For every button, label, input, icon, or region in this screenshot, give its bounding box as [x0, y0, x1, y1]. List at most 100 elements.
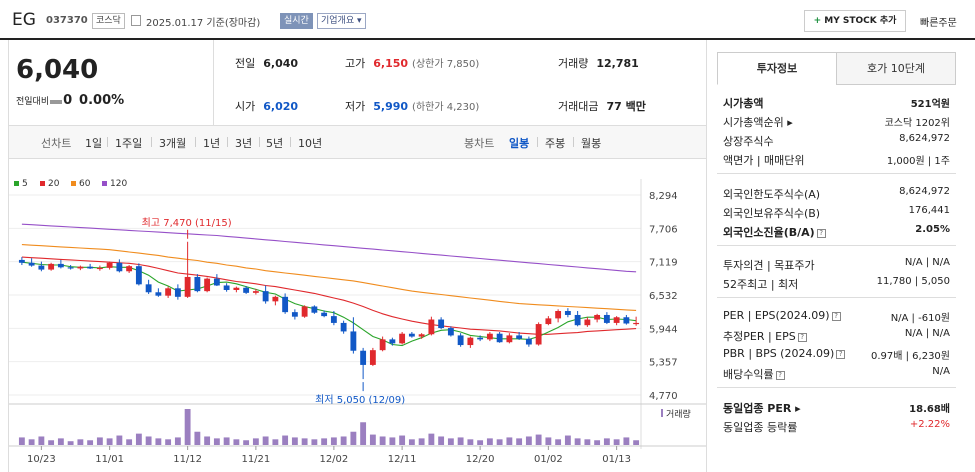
help-icon[interactable]: ?	[816, 229, 826, 238]
info-value: 521억원	[910, 99, 950, 110]
volume-bar	[311, 439, 318, 445]
help-icon[interactable]: ?	[831, 312, 841, 321]
company-info-dropdown[interactable]: 기업개요 ▾	[317, 13, 366, 29]
candle-body	[282, 296, 289, 313]
period-bar: 선차트 1일 1주일 3개월 1년 3년 5년 10년 봉차트 일봉 주봉 월봉	[8, 126, 707, 159]
info-label: 외국인한도주식수(A)	[723, 188, 821, 201]
candle-body	[438, 319, 445, 329]
info-value: N/A | N/A	[904, 328, 950, 339]
candle-body	[477, 337, 484, 340]
volume-bar	[321, 438, 328, 445]
volume-bar	[486, 438, 493, 445]
info-label: PER | EPS(2024.09)	[723, 309, 830, 322]
tab-orderbook[interactable]: 호가 10단계	[836, 52, 956, 85]
period-1y[interactable]: 1년	[203, 137, 221, 150]
stock-name: EG	[12, 10, 36, 30]
period-1w[interactable]: 1주일	[115, 137, 143, 150]
info-label: 외국인소진율(B/A)	[723, 226, 815, 239]
x-tick-label: 12/02	[319, 454, 348, 465]
stock-code: 037370	[46, 15, 88, 26]
volume-bar	[204, 436, 211, 445]
info-label: 상장주식수	[723, 135, 774, 148]
volume-bar	[467, 439, 474, 445]
low-label: 최저 5,050 (12/09)	[315, 394, 405, 406]
quick-order-link[interactable]: 빠른주문	[920, 18, 957, 29]
add-mystock-button[interactable]: + MY STOCK 추가	[804, 10, 906, 32]
volume-bar	[574, 438, 581, 445]
candle-body	[613, 317, 620, 323]
volume-bar	[555, 439, 562, 445]
candle-body	[67, 267, 74, 269]
candle-chart-label[interactable]: 봉차트	[464, 137, 495, 150]
period-daily[interactable]: 일봉	[509, 137, 530, 150]
high-label: 최고 7,470 (11/15)	[142, 217, 232, 229]
period-monthly[interactable]: 월봉	[581, 137, 602, 150]
volume-bar	[48, 440, 55, 445]
volume-bar	[96, 437, 103, 445]
info-label[interactable]: 동일업종 PER ▸	[723, 402, 801, 415]
candle-body	[38, 265, 45, 270]
help-icon[interactable]: ?	[797, 333, 807, 342]
info-label[interactable]: 시가총액순위 ▸	[723, 116, 793, 129]
info-row: PER | EPS(2024.09)? N/A | -610원	[723, 309, 950, 324]
period-weekly[interactable]: 주봉	[545, 137, 566, 150]
period-1d[interactable]: 1일	[85, 137, 103, 150]
volume-bar	[613, 439, 620, 445]
legend-ma120: 120	[102, 179, 127, 189]
volume-bar	[408, 439, 415, 445]
volume-bar	[57, 438, 64, 445]
candle-body	[535, 324, 542, 345]
info-row: 외국인보유주식수(B) 176,441	[723, 205, 950, 221]
candle-body	[165, 288, 172, 296]
x-tick-label: 12/11	[388, 454, 417, 465]
y-tick-label: 4,770	[649, 391, 678, 402]
ma5-line	[21, 261, 637, 347]
help-icon[interactable]: ?	[836, 350, 846, 359]
volume-bar	[272, 439, 279, 445]
y-tick-label: 5,944	[649, 324, 678, 335]
help-icon[interactable]: ?	[775, 371, 785, 380]
stock-chart: 5 20 60 120 8,294 7,706 7,119 6,532 5,944 5,3…	[8, 159, 707, 472]
info-row: 상장주식수 8,624,972	[723, 133, 950, 149]
volume-bar	[457, 437, 464, 445]
candle-chart-svg[interactable]: 8,294 7,706 7,119 6,532 5,944 5,357 4,770 최고 7,…	[9, 159, 706, 472]
info-value: 코스닥 1202위	[884, 118, 950, 129]
volume-bar	[330, 437, 337, 445]
volume-legend-swatch	[661, 409, 663, 417]
period-5y[interactable]: 5년	[266, 137, 284, 150]
period-3m[interactable]: 3개월	[159, 137, 187, 150]
volume-bar	[340, 436, 347, 445]
invest-info-panel: 투자정보 호가 10단계 시가총액 521억원 시가총액순위 ▸ 코스닥 1202위 상…	[717, 52, 956, 434]
candle-body	[584, 319, 591, 326]
candle-body	[204, 278, 211, 292]
candle-body	[525, 338, 532, 345]
volume: 거래량 12,781	[558, 57, 639, 70]
ma20-line	[21, 256, 637, 335]
realtime-badge[interactable]: 실시간	[280, 13, 313, 29]
info-row: 투자의견 | 목표주가 N/A | N/A	[723, 257, 950, 273]
volume-bar	[428, 433, 435, 445]
ma120-line	[21, 223, 637, 273]
period-3y[interactable]: 3년	[235, 137, 253, 150]
volume-bar	[584, 439, 591, 445]
volume-bar	[438, 436, 445, 445]
volume-bar	[379, 436, 386, 445]
candle-body	[252, 291, 259, 293]
line-chart-label[interactable]: 선차트	[41, 137, 72, 150]
candle-body	[301, 306, 308, 317]
candle-body	[96, 267, 103, 270]
volume-bar	[291, 437, 298, 445]
volume-label: 거래량	[666, 408, 691, 420]
volume-bar	[564, 435, 571, 445]
x-tick-label: 10/23	[27, 454, 56, 465]
volume-bar	[126, 439, 133, 445]
tab-invest-info[interactable]: 투자정보	[717, 52, 837, 85]
info-row: 시가총액순위 ▸ 코스닥 1202위	[723, 114, 950, 130]
volume-bar	[516, 438, 523, 445]
candle-body	[408, 333, 415, 337]
price-summary: 6,040 전일대비 0 0.00% 전일 6,040 고가 6,150 (상한가 7,…	[8, 40, 707, 126]
period-10y[interactable]: 10년	[298, 137, 323, 150]
volume-bar	[535, 434, 542, 445]
info-value: 18.68배	[909, 404, 950, 415]
high-price: 고가 6,150 (상한가 7,850)	[345, 57, 480, 70]
